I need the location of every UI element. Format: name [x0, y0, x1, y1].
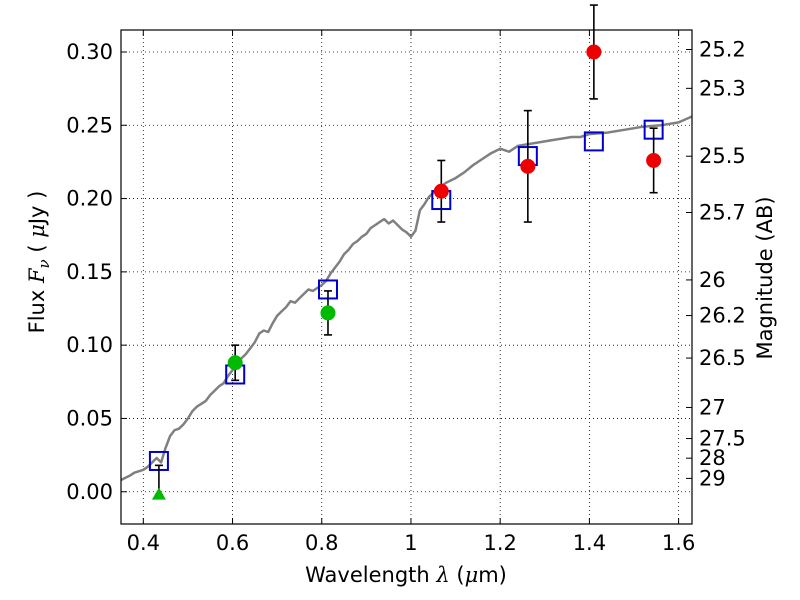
plot-frame [120, 29, 693, 525]
y-tick-label: 0.25 [66, 113, 113, 137]
x-tick-label: 1.2 [483, 531, 516, 555]
magnitude-tick-label: 26.5 [699, 346, 746, 370]
x-tick-label: 1.4 [573, 531, 606, 555]
photometry-point-red [586, 44, 602, 60]
y-tick-label: 0.20 [66, 187, 113, 211]
magnitude-tick-label: 27.5 [699, 427, 746, 451]
x-tick-label: 1.6 [662, 531, 695, 555]
y-tick-label: 0.10 [66, 333, 113, 357]
x-axis-title: Wavelength λ (μm) [305, 563, 507, 587]
model-photometry-square [583, 131, 604, 152]
magnitude-tick-label: 26.2 [699, 304, 746, 328]
y-tick-label: 0.30 [66, 40, 113, 64]
magnitude-tick-label: 25.2 [699, 37, 746, 61]
axis-ticks: 0.4 0.6 0.8 1 1.2 1.4 1.6 0.00 0.05 0.10 0.15 0.20 0… [66, 30, 746, 555]
magnitude-tick-label: 29 [699, 466, 726, 490]
magnitude-tick-label: 25.5 [699, 144, 746, 168]
upper-limit-triangle [151, 487, 166, 500]
model-spectrum [120, 115, 693, 482]
magnitude-tick-label: 26 [699, 268, 726, 292]
magnitude-tick-label: 25.7 [699, 201, 746, 225]
grid-lines [121, 30, 692, 524]
photometry-point-red [646, 152, 662, 168]
photometry-point-green [227, 355, 243, 371]
photometry-point-green [320, 305, 336, 321]
y-tick-label: 0.05 [66, 406, 113, 430]
y-tick-label: 0.15 [66, 260, 113, 284]
x-tick-label: 0.8 [305, 531, 338, 555]
magnitude-tick-label: 27 [699, 395, 726, 419]
y2-axis-title: Magnitude (AB) [753, 196, 777, 359]
x-tick-label: 0.6 [216, 531, 249, 555]
x-tick-label: 0.4 [127, 531, 160, 555]
data-points [148, 4, 664, 500]
photometry-point-red [433, 183, 449, 199]
y-tick-label: 0.00 [66, 480, 113, 504]
magnitude-tick-label: 25.3 [699, 76, 746, 100]
magnitude-tick-label: 28 [699, 446, 726, 470]
x-tick-label: 1 [404, 531, 417, 555]
photometry-point-red [520, 158, 536, 174]
y-axis-title: Flux Fν ( μJy ) [25, 191, 53, 334]
model-spectrum-line [120, 115, 693, 482]
